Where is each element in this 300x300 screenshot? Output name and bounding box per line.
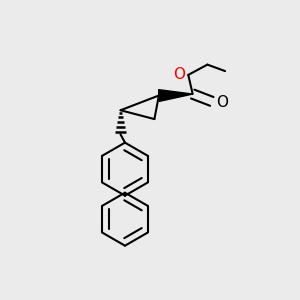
Polygon shape <box>159 90 193 101</box>
Text: O: O <box>173 67 185 82</box>
Text: O: O <box>217 95 229 110</box>
